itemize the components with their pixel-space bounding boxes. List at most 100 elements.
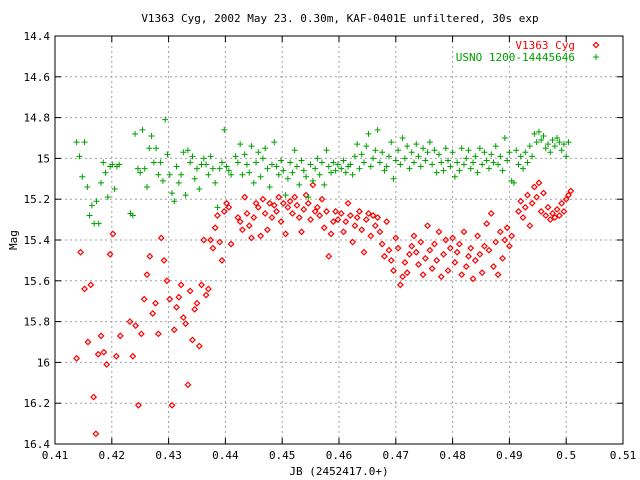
data-point-plus (479, 161, 486, 168)
chart-title: V1363 Cyg, 2002 May 23. 0.30m, KAF-0401E… (141, 12, 538, 25)
data-point-plus (102, 169, 109, 176)
data-point-plus (253, 159, 260, 166)
data-point-diamond (152, 299, 159, 307)
data-point-diamond (408, 242, 416, 250)
data-point-diamond (218, 256, 226, 264)
data-point-diamond (544, 203, 552, 211)
data-point-diamond (140, 295, 148, 303)
data-point-plus (316, 171, 323, 178)
data-point-diamond (396, 281, 404, 289)
data-point-diamond (462, 263, 470, 270)
x-tick-label: 0.42 (99, 449, 126, 462)
data-point-diamond (419, 271, 427, 279)
data-point-plus (178, 171, 185, 178)
data-point-plus (325, 163, 332, 170)
data-point-plus (228, 171, 235, 178)
data-point-diamond (100, 348, 108, 356)
grid-lines (55, 36, 623, 444)
data-point-diamond (132, 322, 140, 330)
data-point-diamond (186, 287, 194, 295)
x-tick-label: 0.45 (269, 449, 296, 462)
data-point-diamond (77, 248, 85, 256)
data-point-diamond (567, 187, 575, 195)
data-point-plus (474, 169, 481, 176)
data-point-plus (483, 157, 490, 164)
data-point-diamond (444, 267, 452, 275)
data-point-diamond (385, 246, 393, 254)
data-point-plus (234, 159, 241, 166)
data-point-diamond (565, 191, 572, 199)
data-point-diamond (451, 258, 459, 266)
y-axis-label: Mag (7, 230, 20, 250)
data-point-plus (390, 175, 397, 182)
data-point-diamond (553, 205, 561, 213)
data-point-plus (146, 145, 153, 152)
data-point-diamond (371, 222, 379, 230)
data-point-diamond (129, 352, 137, 360)
data-point-diamond (135, 401, 142, 409)
data-point-plus (340, 157, 347, 164)
data-point-diamond (173, 303, 181, 311)
data-point-diamond (275, 193, 283, 201)
data-point-plus (144, 183, 151, 190)
data-point-plus (506, 149, 513, 156)
data-point-diamond (166, 295, 174, 303)
data-point-diamond (329, 218, 337, 226)
data-point-plus (397, 161, 404, 168)
data-point-diamond (358, 226, 366, 234)
data-point-plus (492, 143, 499, 150)
data-point-diamond (106, 250, 114, 258)
data-point-plus (524, 159, 531, 166)
data-point-diamond (175, 293, 183, 301)
data-point-plus (410, 159, 417, 166)
data-point-diamond (492, 238, 500, 246)
data-point-diamond (94, 350, 102, 358)
x-tick-label: 0.48 (439, 449, 466, 462)
data-point-diamond (313, 203, 321, 211)
data-point-diamond (84, 338, 92, 346)
data-point-plus (558, 147, 565, 154)
data-point-diamond (248, 234, 255, 242)
data-point-diamond (325, 252, 333, 260)
data-point-plus (449, 149, 456, 156)
data-point-plus (510, 179, 517, 186)
data-point-plus (442, 145, 449, 152)
data-point-plus (241, 151, 248, 158)
data-point-plus (109, 161, 116, 168)
data-point-plus (182, 192, 189, 199)
data-point-diamond (528, 199, 536, 207)
data-point-plus (367, 163, 374, 170)
data-point-diamond (415, 261, 422, 268)
data-point-plus (413, 141, 420, 148)
data-point-plus (529, 153, 536, 160)
data-point-plus (248, 143, 255, 150)
data-point-plus (515, 161, 522, 168)
data-point-diamond (295, 214, 303, 222)
data-point-diamond (487, 210, 495, 217)
data-point-plus (476, 145, 483, 152)
data-point-diamond (157, 234, 165, 242)
data-point-plus (282, 192, 289, 199)
data-point-diamond (200, 236, 208, 244)
data-point-plus (291, 147, 298, 154)
data-point-plus (180, 149, 187, 156)
data-point-diamond (179, 314, 187, 321)
data-point-diamond (168, 401, 176, 409)
data-point-diamond (209, 244, 217, 252)
data-point-diamond (365, 210, 372, 217)
data-point-plus (563, 153, 570, 160)
data-point-diamond (149, 309, 157, 317)
data-point-plus (545, 141, 552, 148)
data-point-plus (481, 149, 488, 156)
data-point-plus (383, 163, 390, 170)
data-point-plus (257, 173, 264, 180)
data-point-plus (356, 165, 363, 172)
data-point-diamond (184, 381, 192, 389)
legend-label: USNO 1200-14445646 (456, 51, 575, 64)
data-point-plus (293, 163, 300, 170)
data-point-diamond (227, 240, 235, 248)
data-point-plus (175, 179, 182, 186)
data-point-diamond (327, 230, 335, 238)
